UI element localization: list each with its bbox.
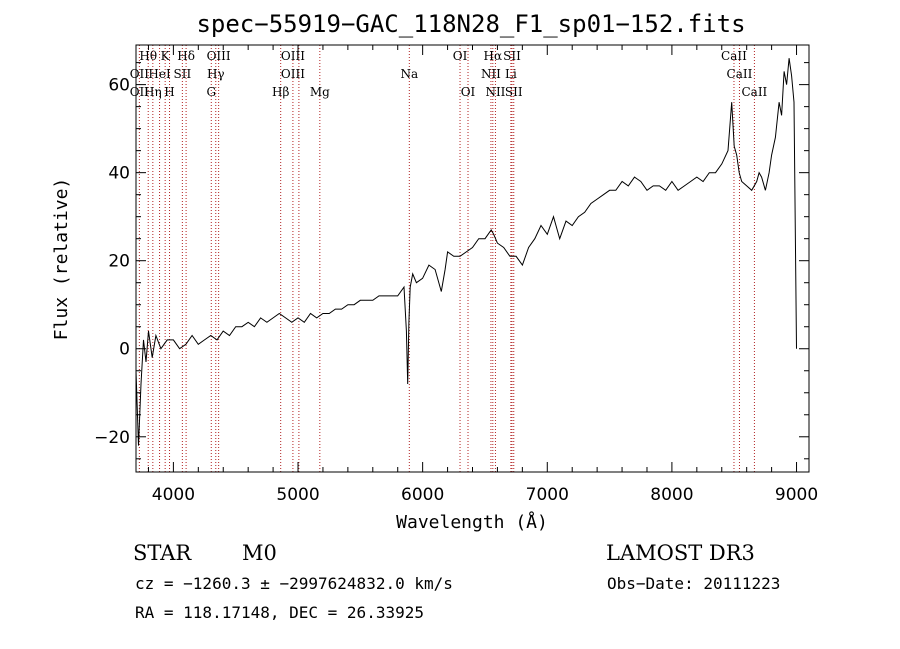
marker-label-15: Mg xyxy=(310,85,330,99)
y-tick-label--20: −20 xyxy=(94,428,130,448)
spectral-line-markers xyxy=(138,45,755,472)
flux-series-line xyxy=(135,58,797,446)
marker-label-9: OIII xyxy=(207,49,231,63)
redshift-cz: cz = −1260.3 ± −2997624832.0 km/s xyxy=(135,574,453,593)
marker-label-6: SII xyxy=(174,67,192,81)
marker-label-7: H xyxy=(164,85,174,99)
marker-label-23: Li xyxy=(505,67,517,81)
marker-label-1: OII xyxy=(130,67,150,81)
obs-date: Obs−Date: 20111223 xyxy=(607,574,780,593)
marker-label-14: Hβ xyxy=(272,85,289,99)
x-tick-label-4000: 4000 xyxy=(152,485,195,505)
marker-label-18: OI xyxy=(461,85,476,99)
object-subclass: M0 xyxy=(242,541,277,565)
survey-name: LAMOST DR3 xyxy=(606,541,755,565)
plot-frame xyxy=(135,44,810,473)
x-tick-label-8000: 8000 xyxy=(650,485,693,505)
marker-label-2: OII xyxy=(130,85,150,99)
marker-label-8: Hδ xyxy=(177,49,195,63)
marker-label-25: CaII xyxy=(721,49,747,63)
marker-label-22: SII xyxy=(503,49,521,63)
marker-label-0: Hθ xyxy=(139,49,157,63)
y-axis-label: Flux (relative) xyxy=(51,178,72,341)
x-axis-ticks: 4000 5000 6000 7000 8000 9000 xyxy=(147,45,818,505)
y-axis-ticks: −20 0 20 40 60 xyxy=(94,62,809,460)
marker-label-3: K xyxy=(161,49,171,63)
marker-label-16: Na xyxy=(400,67,418,81)
marker-label-13: OIII xyxy=(281,67,305,81)
ra-dec: RA = 118.17148, DEC = 26.33925 xyxy=(135,603,424,622)
marker-label-27: CaII xyxy=(741,85,767,99)
marker-label-20: NII xyxy=(481,67,501,81)
x-tick-label-5000: 5000 xyxy=(276,485,319,505)
marker-label-19: Hα xyxy=(484,49,503,63)
y-tick-label-60: 60 xyxy=(108,76,130,96)
y-tick-label-20: 20 xyxy=(108,252,130,272)
marker-label-4: Hη xyxy=(144,85,162,99)
marker-label-11: G xyxy=(206,85,216,99)
marker-label-24: SII xyxy=(505,85,523,99)
x-axis-label: Wavelength (Å) xyxy=(396,511,548,533)
marker-label-12: OIII xyxy=(281,49,305,63)
y-tick-label-40: 40 xyxy=(108,164,130,184)
marker-label-17: OI xyxy=(453,49,468,63)
marker-label-21: NII xyxy=(485,85,505,99)
marker-label-26: CaII xyxy=(727,67,753,81)
marker-label-5: HeI xyxy=(148,67,171,81)
y-tick-label-0: 0 xyxy=(119,340,130,360)
marker-label-10: Hγ xyxy=(207,67,225,81)
x-tick-label-6000: 6000 xyxy=(401,485,444,505)
chart-title: spec−55919−GAC_118N28_F1_sp01−152.fits xyxy=(196,10,745,38)
x-tick-label-7000: 7000 xyxy=(526,485,569,505)
object-class: STAR xyxy=(133,541,192,565)
x-tick-label-9000: 9000 xyxy=(775,485,818,505)
